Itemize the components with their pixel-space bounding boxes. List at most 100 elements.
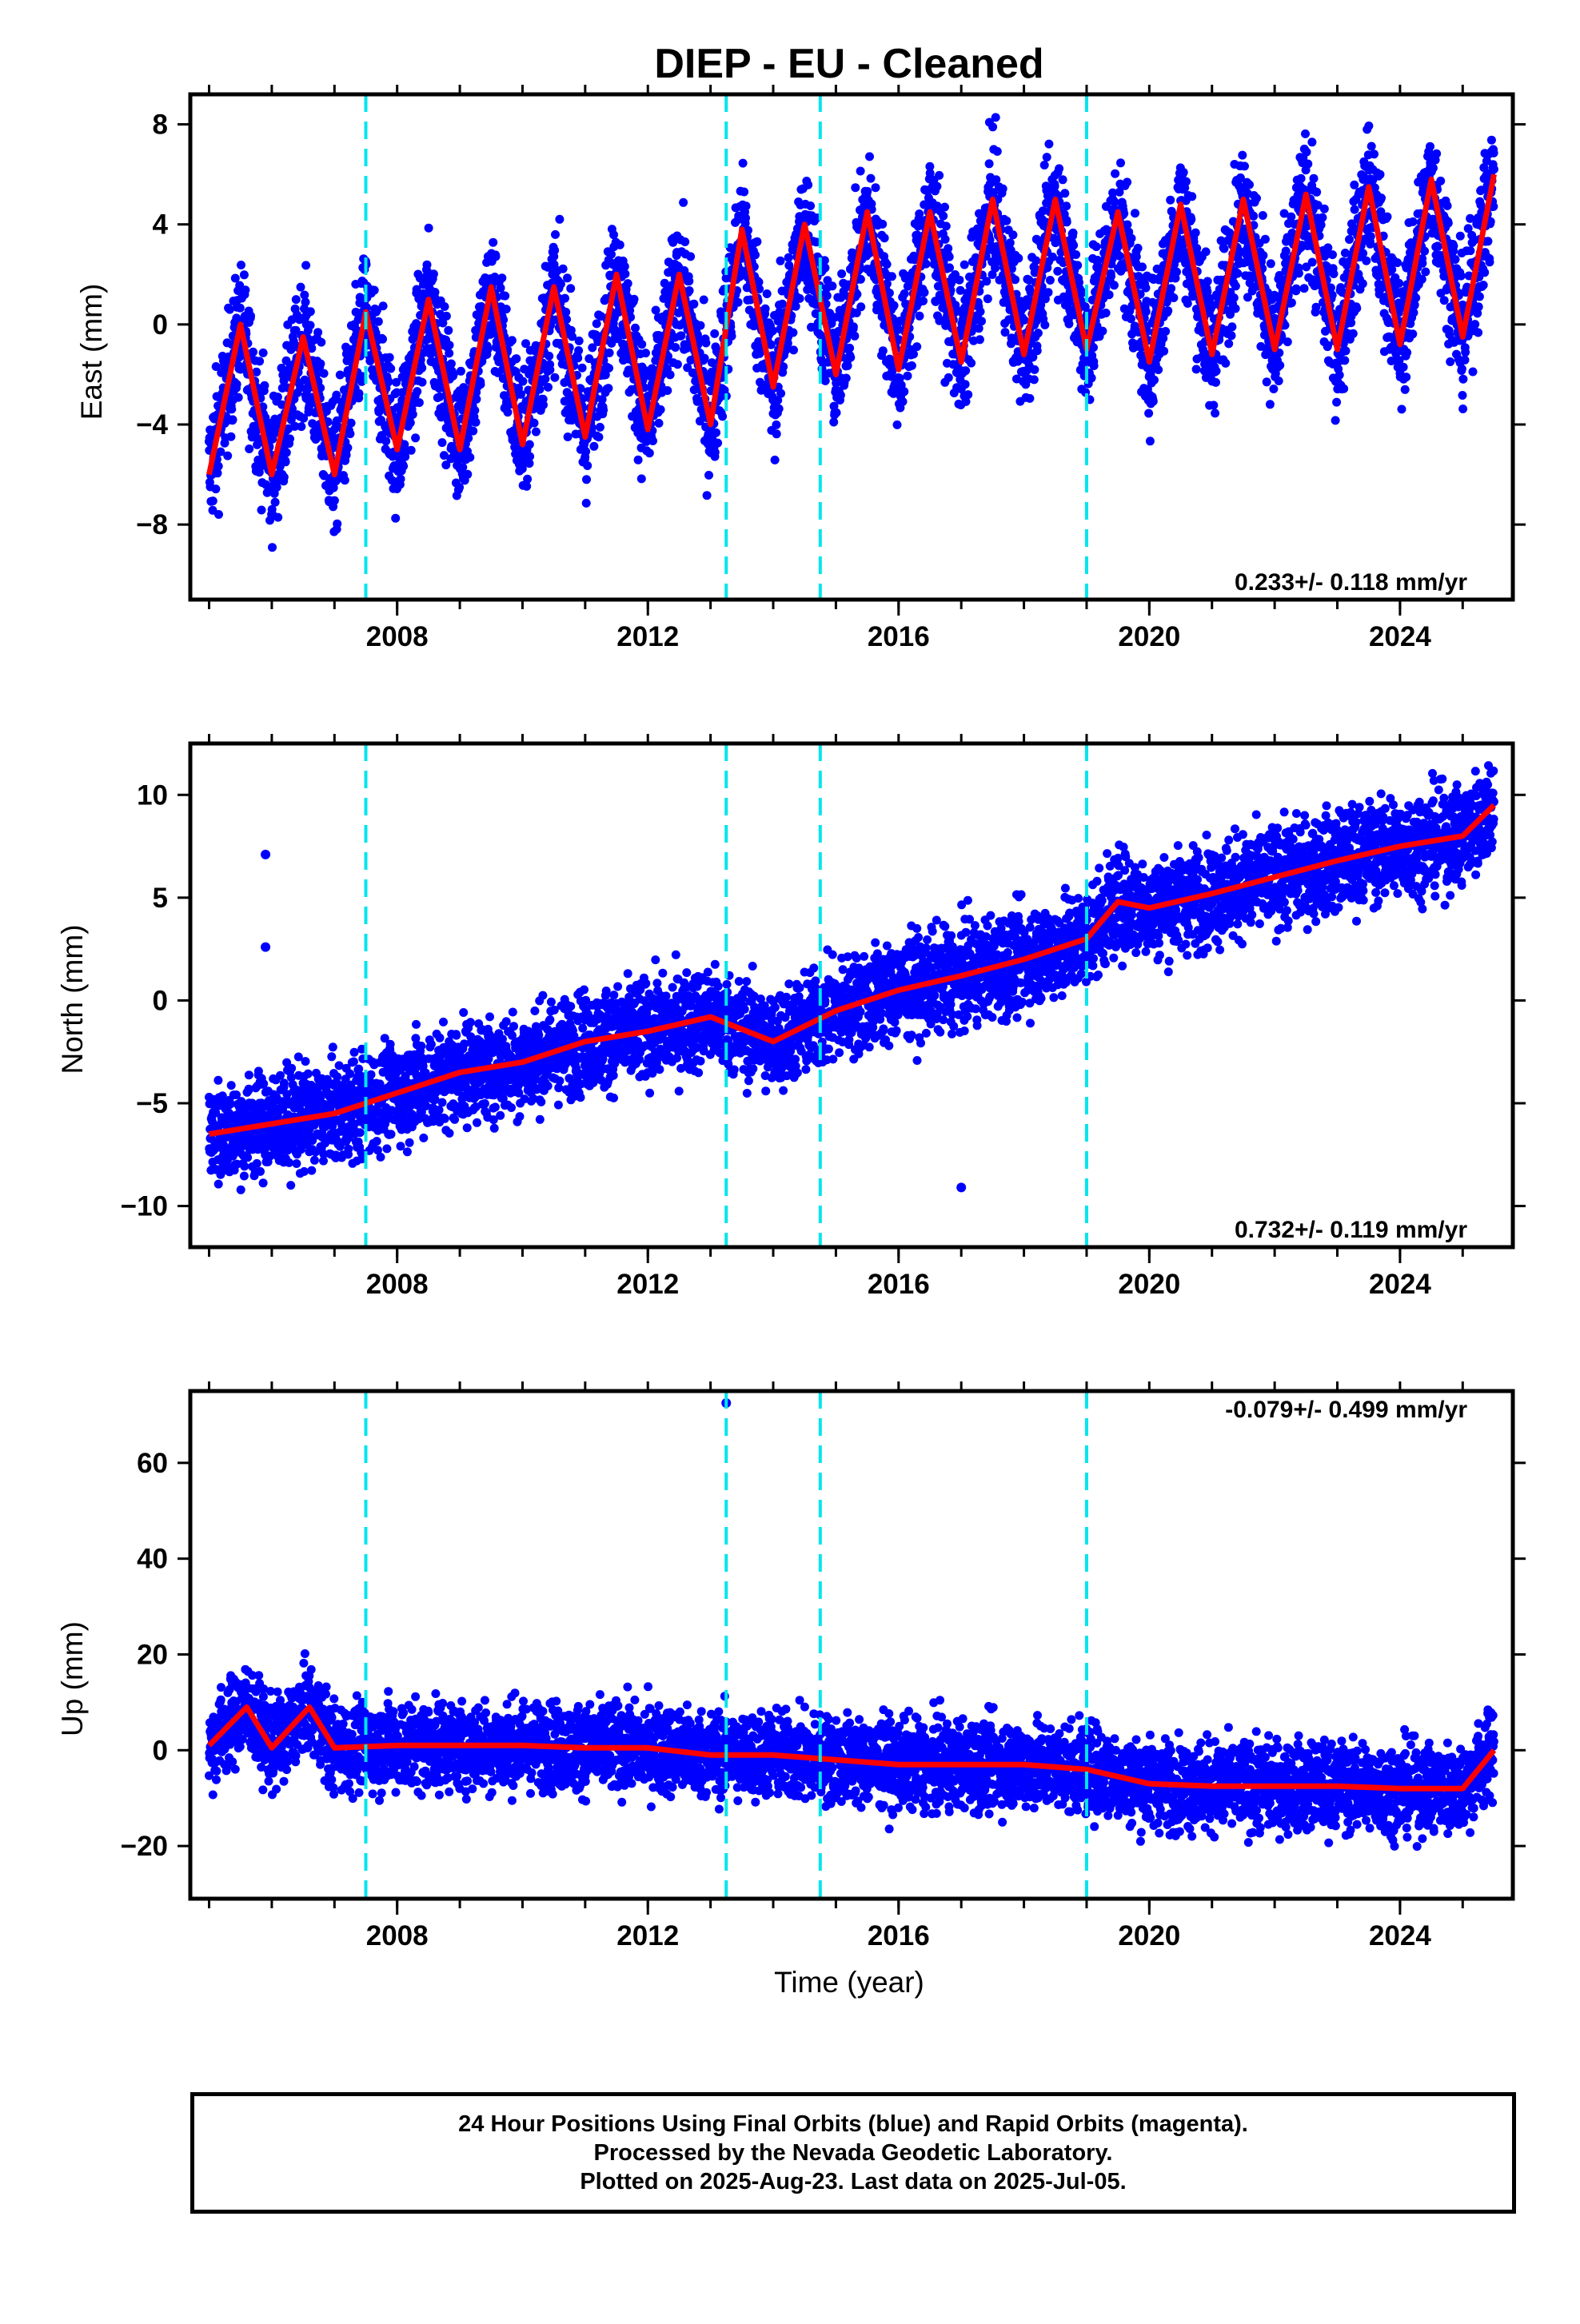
data-point [237, 261, 245, 269]
data-point [435, 392, 445, 401]
data-point [281, 356, 291, 365]
data-point [684, 286, 694, 295]
data-point [960, 380, 970, 389]
data-point [1058, 175, 1067, 185]
data-point [299, 413, 309, 423]
data-point [541, 374, 550, 384]
data-point [574, 336, 584, 345]
data-point [1179, 168, 1188, 177]
data-point [458, 463, 468, 472]
data-point [640, 365, 649, 375]
data-point [233, 393, 243, 402]
data-point [381, 436, 391, 446]
data-point [1191, 365, 1201, 374]
data-point [440, 302, 449, 311]
data-point [1341, 346, 1351, 356]
data-point [1144, 409, 1154, 418]
data-point [991, 175, 1001, 185]
data-point [1159, 346, 1169, 356]
data-point [562, 315, 572, 324]
data-point [887, 272, 896, 281]
data-point [795, 293, 804, 303]
data-point [1265, 400, 1275, 409]
data-point [689, 299, 699, 309]
data-point [856, 166, 865, 176]
data-point [455, 483, 465, 492]
data-point [699, 295, 708, 305]
data-point [620, 269, 630, 279]
data-point [1209, 401, 1219, 410]
data-point [1249, 211, 1259, 221]
data-point [939, 211, 948, 221]
data-point [343, 443, 353, 452]
data-point [301, 261, 311, 270]
data-point [555, 214, 565, 224]
data-point [600, 370, 610, 380]
data-point [676, 331, 686, 341]
data-point [1345, 235, 1354, 244]
data-point [1302, 147, 1311, 157]
data-point [770, 455, 780, 464]
data-point [1332, 397, 1342, 407]
data-point [977, 317, 986, 326]
data-point [695, 417, 704, 426]
data-point [1141, 307, 1151, 317]
data-point [755, 285, 764, 293]
data-point [738, 158, 748, 168]
data-point [1312, 187, 1322, 197]
data-point [1350, 180, 1359, 189]
data-point [779, 362, 788, 372]
data-point [710, 448, 720, 457]
data-point [305, 321, 315, 330]
data-point [882, 260, 892, 269]
data-point [573, 353, 583, 363]
data-point [783, 339, 792, 349]
data-point [595, 422, 604, 432]
data-point [1229, 293, 1239, 302]
data-point [477, 301, 486, 311]
data-point [710, 329, 720, 338]
data-point [469, 426, 478, 436]
data-point [984, 159, 994, 169]
data-point [967, 358, 976, 368]
data-point [445, 341, 454, 350]
data-point [1141, 283, 1151, 293]
data-point [829, 417, 839, 427]
data-point [1275, 361, 1285, 370]
data-point [680, 237, 690, 246]
data-point [235, 303, 245, 313]
data-point [594, 433, 604, 442]
data-point [712, 428, 720, 437]
data-point [878, 346, 888, 356]
data-point [582, 475, 591, 484]
data-point [384, 377, 393, 387]
data-point [581, 498, 591, 508]
data-point [345, 429, 355, 439]
data-point [1169, 293, 1179, 302]
data-point [329, 496, 339, 505]
data-point [1397, 405, 1406, 414]
data-point [270, 497, 280, 507]
data-point [1350, 205, 1359, 214]
data-point [1026, 288, 1035, 297]
data-point [740, 187, 749, 197]
data-point [417, 377, 427, 387]
data-point [846, 353, 856, 362]
data-point [776, 256, 785, 265]
data-point [915, 311, 924, 321]
data-point [882, 279, 892, 289]
data-point [430, 288, 440, 297]
data-point [1033, 329, 1043, 338]
data-point [449, 370, 458, 379]
data-point [290, 421, 300, 431]
data-point [920, 288, 929, 297]
data-point [773, 396, 783, 405]
data-point [912, 342, 922, 352]
data-point [1307, 138, 1317, 147]
data-point [1294, 269, 1303, 278]
data-point [772, 429, 781, 439]
data-point [1348, 329, 1358, 338]
data-point [1091, 242, 1101, 252]
data-point [1319, 204, 1329, 213]
data-point [1042, 153, 1051, 162]
